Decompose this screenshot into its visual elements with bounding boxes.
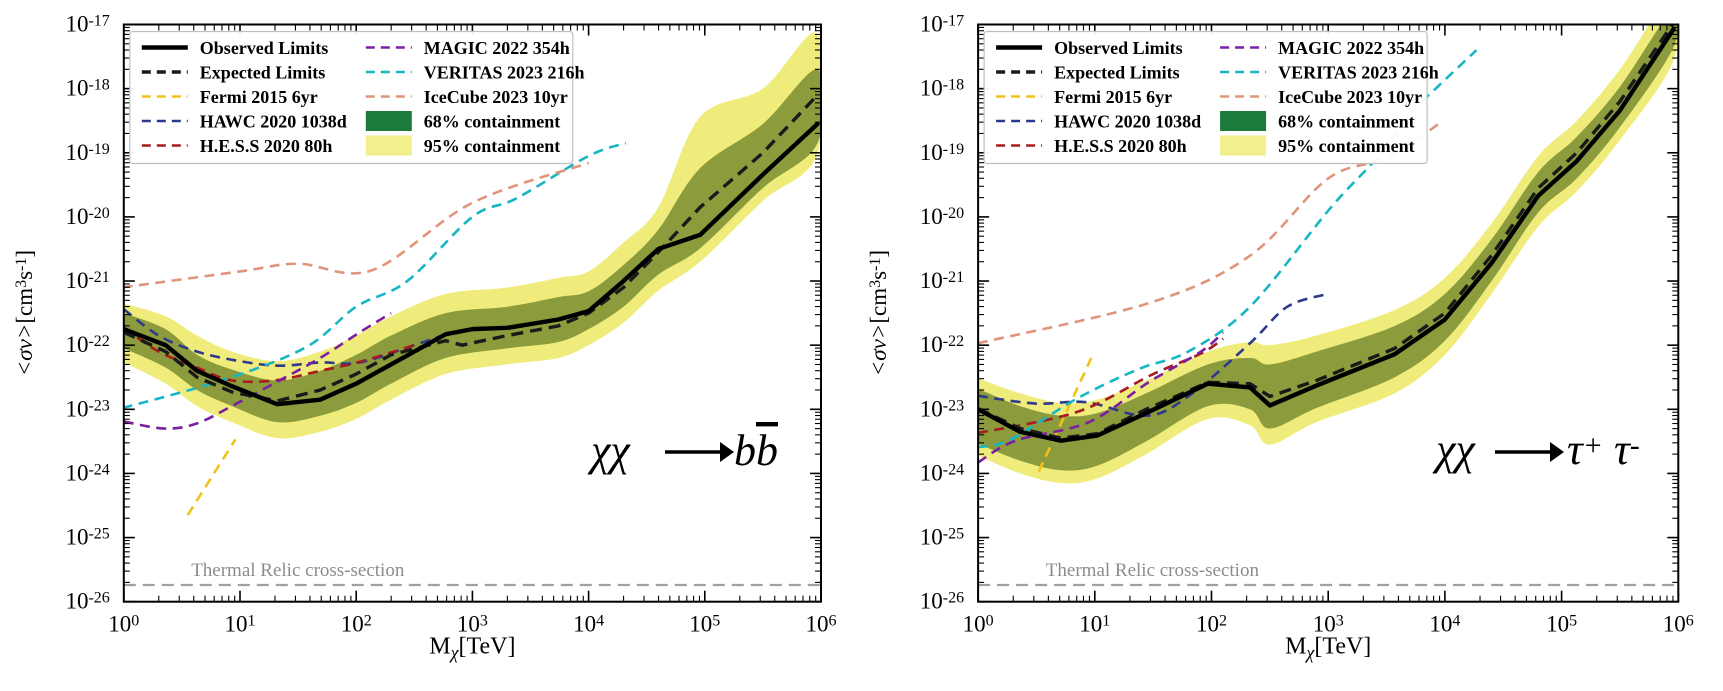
svg-text:Observed Limits: Observed Limits [200,38,328,58]
svg-text:Expected Limits: Expected Limits [1054,63,1180,83]
svg-text:Observed Limits: Observed Limits [1054,38,1183,58]
svg-text:Thermal Relic cross-section: Thermal Relic cross-section [1046,560,1260,581]
svg-text:H.E.S.S 2020 80h: H.E.S.S 2020 80h [1054,136,1187,156]
svg-text:IceCube 2023 10yr: IceCube 2023 10yr [424,87,568,107]
svg-text:Fermi 2015 6yr: Fermi 2015 6yr [1054,87,1172,107]
svg-text:MAGIC 2022 354h: MAGIC 2022 354h [424,38,570,58]
svg-text:95% containment: 95% containment [424,136,561,156]
svg-text:Expected Limits: Expected Limits [200,63,325,83]
svg-text:χχ: χχ [587,426,631,475]
svg-text:Fermi 2015 6yr: Fermi 2015 6yr [200,87,318,107]
svg-text:Mχ[TeV]: Mχ[TeV] [1285,634,1371,663]
svg-text:χχ: χχ [1432,425,1476,474]
svg-text:Mχ[TeV]: Mχ[TeV] [429,634,515,663]
svg-text:HAWC 2020 1038d: HAWC 2020 1038d [200,112,347,132]
svg-text:VERITAS 2023 216h: VERITAS 2023 216h [424,63,585,83]
svg-text:MAGIC 2022 354h: MAGIC 2022 354h [1278,38,1424,58]
svg-text:68% containment: 68% containment [1278,112,1415,132]
svg-text:H.E.S.S 2020 80h: H.E.S.S 2020 80h [200,136,333,156]
svg-text:VERITAS 2023 216h: VERITAS 2023 216h [1278,63,1439,83]
svg-text:68% containment: 68% containment [424,112,561,132]
svg-text:bb: bb [734,426,778,475]
svg-text:Thermal Relic cross-section: Thermal Relic cross-section [191,560,405,581]
svg-text:HAWC 2020 1038d: HAWC 2020 1038d [1054,112,1201,132]
svg-text:IceCube 2023 10yr: IceCube 2023 10yr [1278,87,1422,107]
svg-text:95% containment: 95% containment [1278,136,1415,156]
